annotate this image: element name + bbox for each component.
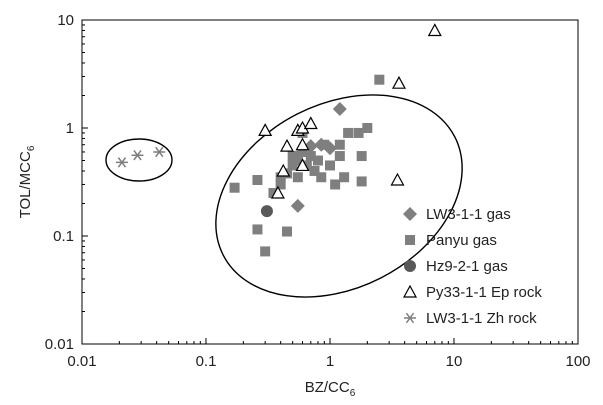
y-axis-title-subscript: 6 (26, 145, 37, 151)
y-axis-title: TOL/MCC6 (17, 145, 37, 218)
data-point (332, 101, 347, 116)
data-point (279, 138, 295, 152)
y-tick-label: 10 (57, 12, 74, 29)
legend-label: Py33-1-1 Ep rock (426, 284, 542, 301)
data-point (252, 224, 263, 235)
x-tick-label: 0.1 (196, 353, 217, 370)
legend: LW3-1-1 gas Panyu gas Hz9-2-1 gas Py33-1-1 … (402, 206, 542, 327)
x-axis-title-main: BZ/CC (305, 379, 350, 396)
data-point (301, 160, 312, 171)
data-point (356, 176, 367, 187)
x-tick-label: 100 (565, 353, 590, 370)
y-tick-label: 0.01 (45, 336, 74, 353)
data-point (330, 179, 341, 190)
data-point (281, 226, 292, 237)
data-point (343, 127, 354, 138)
data-point (260, 205, 273, 218)
x-tick-label: 0.01 (67, 353, 96, 370)
data-point (312, 155, 323, 166)
data-point (325, 160, 335, 171)
data-point (290, 198, 305, 213)
data-point (334, 151, 345, 162)
data-point (260, 246, 271, 257)
legend-label: Panyu gas (426, 232, 497, 249)
data-point (303, 116, 318, 130)
data-point (270, 185, 285, 199)
data-point (131, 149, 144, 161)
data-points (115, 23, 442, 257)
x-axis-ticks: 0.01 0.1 1 10 100 (67, 338, 591, 370)
data-point (153, 146, 166, 158)
data-point (115, 157, 128, 168)
legend-marker (402, 284, 418, 298)
data-point (323, 141, 337, 156)
data-point (268, 188, 279, 199)
data-point (374, 74, 385, 85)
data-point (390, 172, 405, 186)
legend-marker (404, 312, 416, 324)
data-point (316, 172, 327, 183)
data-point (275, 179, 286, 190)
x-tick-label: 1 (326, 353, 334, 370)
y-tick-label: 0.1 (53, 228, 74, 245)
data-point (276, 163, 291, 177)
y-axis-ticks: 0.01 0.1 1 10 (45, 12, 88, 353)
legend-marker (403, 207, 417, 221)
data-point (427, 23, 442, 37)
data-point (295, 137, 310, 151)
data-point (356, 151, 367, 162)
data-point (339, 172, 350, 183)
y-tick-label: 1 (66, 120, 74, 137)
legend-marker (404, 260, 416, 272)
data-point (305, 151, 316, 162)
data-point (258, 123, 273, 137)
data-point (287, 151, 298, 162)
legend-label: LW3-1-1 Zh rock (426, 310, 537, 327)
data-point (229, 182, 240, 193)
data-point (275, 172, 286, 183)
y-axis-title-main: TOL/MCC (17, 151, 34, 218)
data-point (334, 139, 345, 150)
legend-label: LW3-1-1 gas (426, 206, 511, 223)
data-point (362, 123, 373, 133)
data-point (353, 127, 364, 138)
data-point (287, 160, 298, 171)
data-point (295, 158, 310, 172)
x-axis-title-subscript: 6 (350, 388, 356, 399)
enclosure-ellipse-small (105, 138, 173, 182)
data-point (309, 165, 320, 176)
data-point (391, 75, 406, 89)
data-point (292, 155, 303, 166)
data-point (252, 175, 263, 186)
data-point (292, 172, 303, 183)
legend-marker (405, 235, 415, 245)
enclosure-ellipse-large (215, 94, 463, 298)
legend-label: Hz9-2-1 gas (426, 258, 508, 275)
x-tick-label: 10 (446, 353, 463, 370)
x-axis-title: BZ/CC6 (305, 379, 356, 399)
data-point (297, 146, 308, 157)
